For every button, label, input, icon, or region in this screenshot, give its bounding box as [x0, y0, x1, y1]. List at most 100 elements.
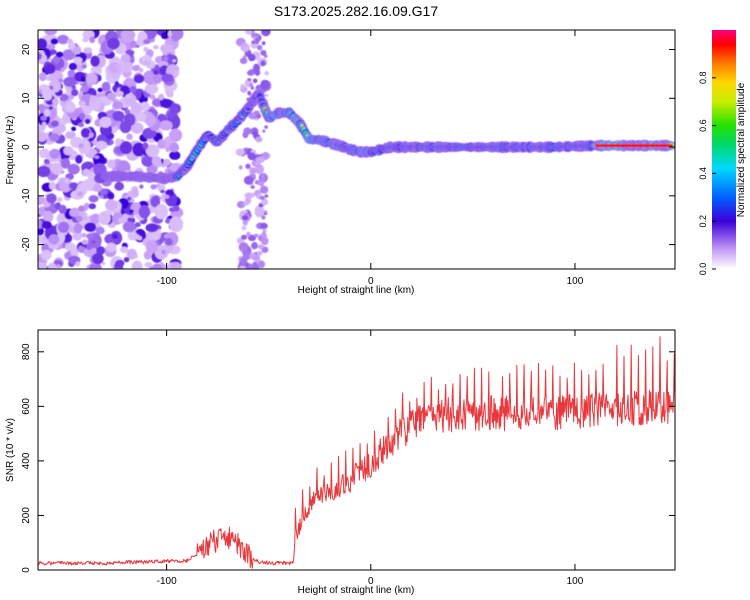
heatmap-cell [81, 179, 95, 191]
heatmap-cell [164, 238, 173, 246]
heatmap-cell [158, 120, 173, 131]
heatmap-cell [45, 89, 52, 96]
heatmap-cell [125, 94, 132, 100]
heatmap-cell [80, 76, 87, 83]
heatmap-cell [73, 223, 83, 234]
heatmap-cell [150, 195, 161, 208]
x-tick-label: -100 [157, 576, 177, 587]
heatmap-cell [251, 40, 255, 44]
heatmap-cell [264, 194, 269, 198]
heatmap-cell [129, 85, 137, 94]
heatmap-cell [120, 53, 131, 63]
heatmap-layer [38, 30, 675, 269]
heatmap-cell [257, 260, 266, 269]
heatmap-cell [238, 265, 247, 269]
heatmap-cell [160, 43, 174, 54]
x-tick-label: 100 [567, 576, 584, 587]
colorbar: 0.0 0.2 0.4 0.6 0.8 Normalized spectral ampl… [698, 30, 747, 275]
heatmap-cell [252, 78, 258, 84]
heatmap-cell [242, 219, 248, 226]
heatmap-cell [255, 162, 259, 166]
heatmap-cell [38, 148, 50, 159]
heatmap-cell [259, 185, 269, 194]
heatmap-cell [251, 170, 255, 174]
heatmap-cell [262, 129, 266, 133]
heatmap-cell [127, 190, 134, 196]
heatmap-cell [168, 207, 176, 213]
heatmap-cell [131, 260, 143, 269]
heatmap-cell [85, 72, 98, 86]
heatmap-cell [48, 262, 57, 269]
heatmap-cell [252, 131, 258, 137]
heatmap-cell [132, 253, 138, 259]
heatmap-cell [136, 113, 148, 122]
heatmap-cell [41, 196, 46, 201]
heatmap-cell [38, 165, 51, 178]
chart-title: S173.2025.282.16.09.G17 [274, 3, 438, 19]
heatmap-cell [55, 51, 64, 58]
heatmap-cell [159, 98, 173, 108]
spectrogram-xlabel: Height of straight line (km) [298, 285, 415, 296]
heatmap-cell [65, 101, 76, 113]
heatmap-cell [75, 154, 83, 164]
colorbar-tick-label: 0.2 [698, 215, 708, 228]
heatmap-cell [81, 84, 89, 93]
heatmap-cell [143, 250, 152, 260]
heatmap-cell [130, 122, 144, 134]
x-tick-label: 0 [368, 276, 374, 287]
y-tick-label: 200 [21, 507, 32, 524]
heatmap-cell [63, 146, 74, 156]
snr-series-line [38, 336, 675, 569]
heatmap-cell [81, 64, 87, 69]
heatmap-cell [252, 36, 257, 39]
heatmap-cell [83, 247, 96, 258]
y-tick-label: -20 [21, 237, 32, 252]
heatmap-cell [240, 84, 245, 90]
heatmap-cell [124, 30, 136, 40]
heatmap-cell [134, 222, 141, 228]
heatmap-cell [254, 39, 260, 45]
heatmap-cell [67, 69, 76, 77]
heatmap-cell [263, 212, 268, 215]
heatmap-cell [169, 103, 181, 114]
heatmap-cell [52, 98, 59, 106]
heatmap-cell [90, 213, 101, 224]
heatmap-cell [83, 47, 93, 54]
spectrogram-x-ticks: -100 0 100 [157, 30, 584, 287]
heatmap-cell [169, 261, 182, 269]
heatmap-cell [60, 67, 65, 73]
heatmap-cell [132, 65, 140, 72]
heatmap-cell [62, 49, 76, 61]
heatmap-cell [65, 131, 75, 140]
heatmap-cell [42, 210, 54, 223]
heatmap-cell [86, 233, 95, 240]
heatmap-cell [256, 113, 262, 119]
heatmap-cell [88, 263, 102, 269]
heatmap-cell [117, 217, 126, 224]
heatmap-cell [75, 261, 81, 267]
heatmap-cell [94, 155, 100, 159]
heatmap-cell [143, 39, 151, 45]
heatmap-cell [130, 40, 138, 49]
heatmap-cell [261, 41, 266, 46]
heatmap-cell [168, 81, 174, 85]
heatmap-cell [252, 254, 261, 262]
heatmap-cell [75, 215, 83, 222]
heatmap-cell [92, 252, 104, 265]
heatmap-cell [235, 148, 245, 156]
heatmap-cell [38, 131, 48, 142]
heatmap-cell [261, 174, 266, 178]
heatmap-cell [254, 164, 264, 175]
heatmap-cell [38, 52, 42, 60]
heatmap-cell [78, 205, 85, 212]
colorbar-label: Normalized spectral amplitude [736, 82, 747, 217]
heatmap-cell [69, 208, 80, 217]
heatmap-cell [249, 83, 254, 88]
snr-panel: -100 0 100 0 200 400 600 800 Height of straigh… [5, 329, 676, 596]
heatmap-cell [127, 196, 132, 201]
heatmap-cell [115, 259, 125, 267]
heatmap-cell [251, 241, 258, 250]
heatmap-cell [146, 165, 158, 174]
heatmap-cell [78, 143, 84, 149]
heatmap-cell [41, 121, 47, 128]
